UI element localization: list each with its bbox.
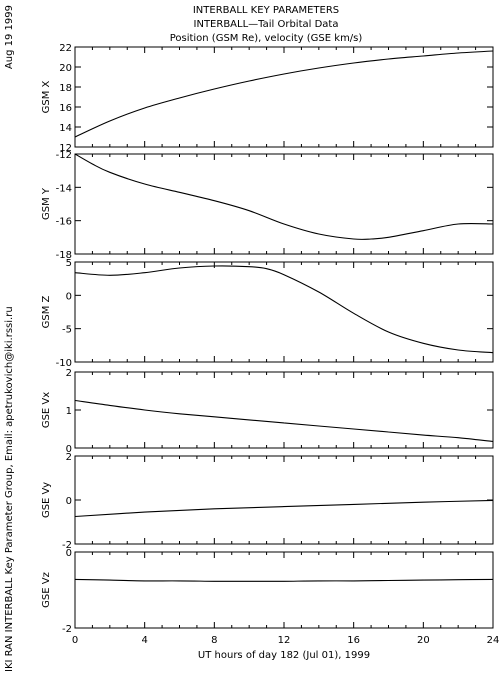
- panel-4-ytick-label: 0: [66, 444, 72, 455]
- panel-4-frame: [74, 371, 494, 449]
- panel-2-series-line: [74, 153, 494, 240]
- panel-3-series-line: [74, 265, 494, 354]
- panel-4-ytick-label: 1: [66, 406, 72, 417]
- panel-5-ylabel: GSE Vy: [41, 482, 52, 518]
- x-tick-label: 16: [347, 635, 360, 646]
- panel-5-ytick-label: -2: [62, 540, 72, 551]
- panel-3-ytick-label: -5: [62, 325, 72, 336]
- panel-1-frame: [74, 46, 494, 148]
- panel-1-ytick-label: 20: [59, 63, 72, 74]
- chart-title-line-1: INTERBALL KEY PARAMETERS: [193, 5, 339, 16]
- x-tick-label: 12: [278, 635, 291, 646]
- date-stamp: Aug 19 1999: [4, 5, 15, 69]
- panel-1-ytick-label: 12: [59, 143, 72, 154]
- panel-2-ytick-label: -12: [56, 150, 72, 161]
- panel-4-ylabel: GSE Vx: [41, 392, 52, 428]
- panel-2-ytick-label: -18: [56, 250, 72, 261]
- x-tick-label: 4: [141, 635, 147, 646]
- panel-3-frame: [74, 261, 494, 363]
- chart-title-line-3: Position (GSM Re), velocity (GSE km/s): [170, 33, 363, 44]
- panel-1-ylabel: GSM X: [41, 80, 52, 113]
- panel-6-ylabel: GSE Vz: [41, 572, 52, 608]
- x-axis-title: UT hours of day 182 (Jul 01), 1999: [198, 650, 370, 661]
- panel-1-ytick-label: 18: [59, 83, 72, 94]
- panel-2-ytick-label: -14: [56, 183, 72, 194]
- panel-2-ytick-label: -16: [56, 217, 72, 228]
- panel-1-ytick-label: 14: [59, 123, 72, 134]
- panel-6-ytick-label: 0: [66, 548, 72, 559]
- panel-1-series-line: [74, 50, 494, 138]
- panel-6-ytick-label: -2: [62, 624, 72, 635]
- panel-4-series-line: [74, 399, 494, 443]
- panel-6-frame: [74, 551, 494, 629]
- panel-3-ylabel: GSM Z: [41, 295, 52, 328]
- panel-1-ytick-label: 16: [59, 103, 72, 114]
- panel-3-ytick-label: 0: [66, 291, 72, 302]
- panel-5-frame: [74, 455, 494, 545]
- panel-5-ytick-label: 2: [66, 452, 72, 463]
- panel-3-ytick-label: -10: [56, 358, 72, 369]
- x-tick-label: 24: [487, 635, 500, 646]
- chart-title-line-2: INTERBALL—Tail Orbital Data: [194, 19, 339, 30]
- x-tick-label: 8: [211, 635, 217, 646]
- panel-6-series-line: [74, 578, 494, 582]
- x-tick-label: 20: [417, 635, 430, 646]
- panel-4-ytick-label: 2: [66, 368, 72, 379]
- panel-5-ytick-label: 0: [66, 496, 72, 507]
- panel-3-ytick-label: 5: [66, 258, 72, 269]
- panel-5-series-line: [74, 499, 494, 518]
- panel-2-ylabel: GSM Y: [41, 187, 52, 220]
- x-tick-label: 0: [72, 635, 78, 646]
- panel-1-ytick-label: 22: [59, 43, 72, 54]
- credit-line: IKI RAN INTERBALL Key Parameter Group, E…: [4, 306, 15, 672]
- panel-2-frame: [74, 153, 494, 255]
